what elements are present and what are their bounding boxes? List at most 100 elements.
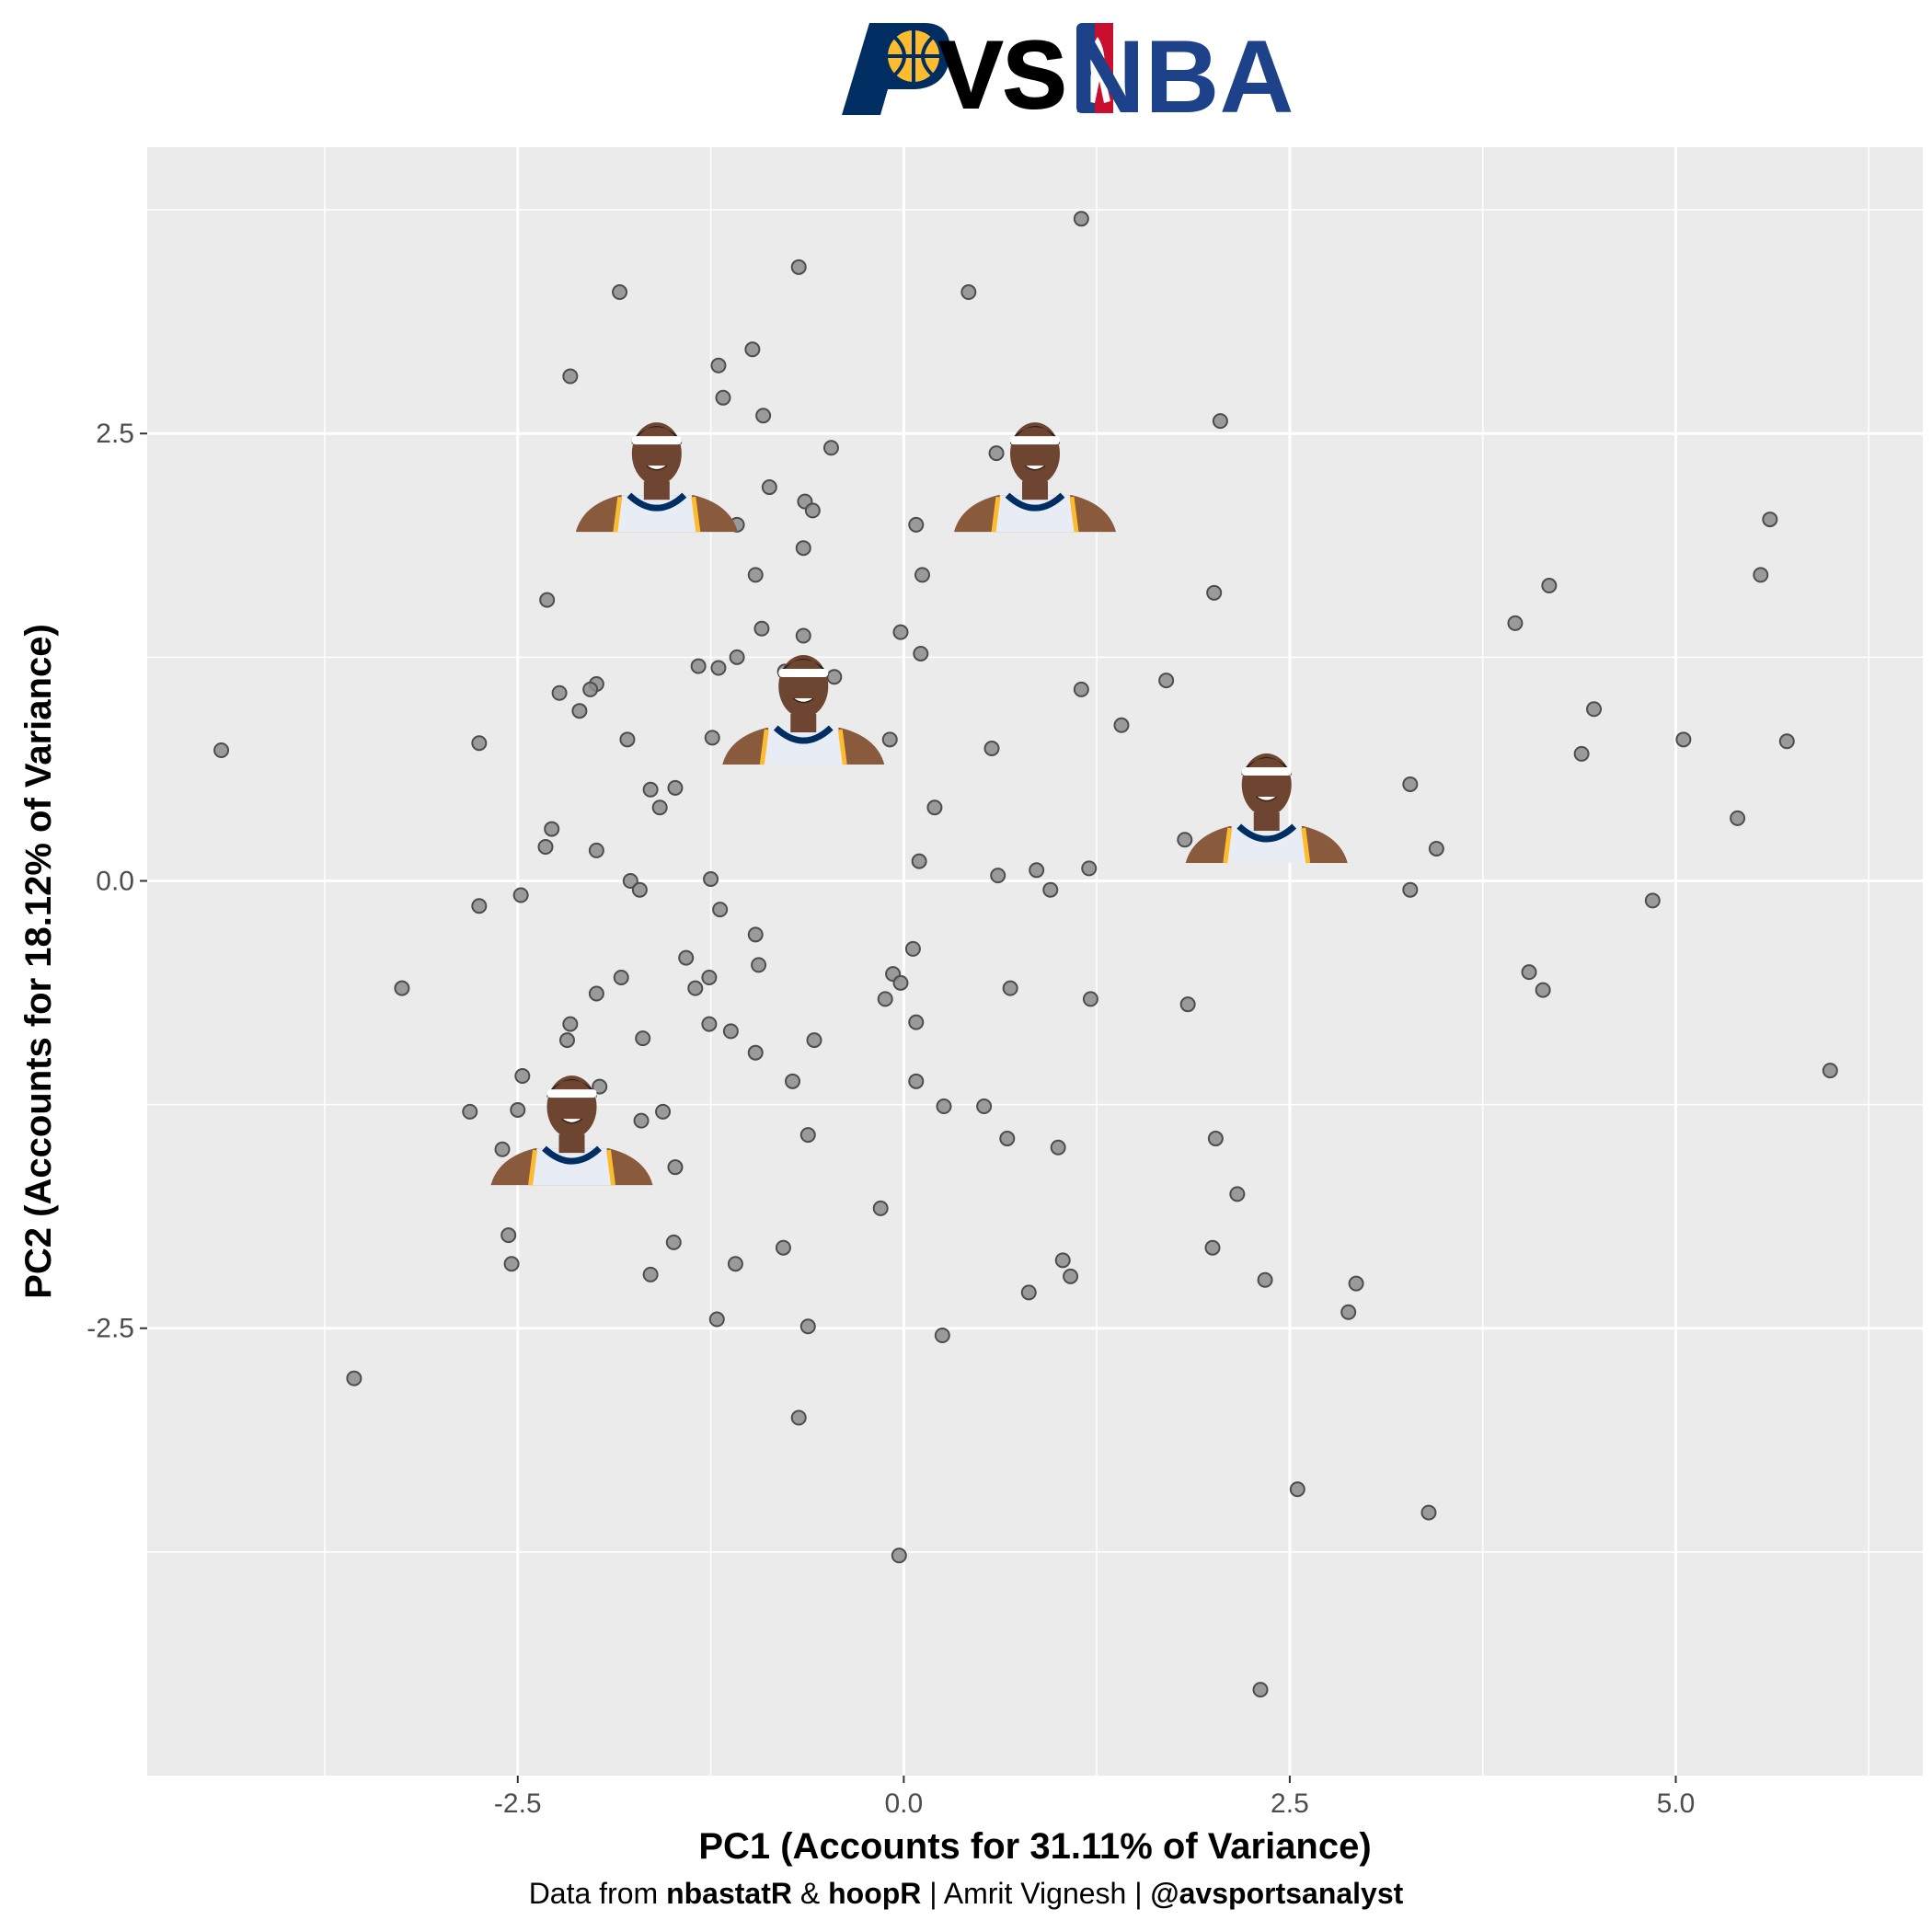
data-point (1207, 1131, 1224, 1147)
player-jersey (994, 495, 1076, 533)
data-point (1179, 996, 1196, 1013)
y-tick-label: 2.5 (96, 419, 134, 449)
x-tick-label: 0.0 (884, 1788, 923, 1819)
data-point (708, 1311, 725, 1328)
data-point (908, 516, 925, 533)
data-point (631, 881, 648, 898)
x-tick-label: 2.5 (1271, 1788, 1309, 1819)
data-point (755, 408, 772, 424)
x-tick-label: -2.5 (494, 1788, 542, 1819)
minor-grid (147, 147, 1923, 1776)
data-point (622, 872, 638, 889)
data-point (1042, 881, 1059, 898)
player-jersey (1225, 826, 1308, 864)
data-point (667, 779, 684, 796)
data-point (747, 567, 764, 583)
data-point (588, 985, 604, 1002)
y-axis-ticks: -2.5 0.0 2.5 (86, 419, 147, 1344)
data-point (826, 669, 843, 685)
data-point (667, 1159, 684, 1176)
data-point (494, 1141, 511, 1157)
player-hair (1010, 426, 1060, 445)
data-point (510, 1101, 526, 1118)
data-point (908, 1073, 925, 1089)
data-point (562, 1016, 579, 1032)
player-head (778, 655, 829, 719)
caption: Data from nbastatR & hoopR | Amrit Vigne… (0, 1877, 1932, 1911)
data-point (1050, 1139, 1066, 1156)
player-jersey-trim (691, 496, 701, 533)
data-point (936, 1098, 952, 1115)
data-point (1206, 584, 1223, 601)
player-jersey (530, 1148, 614, 1186)
data-point (687, 980, 704, 996)
data-point (651, 799, 668, 816)
caption-prefix: Data from (528, 1877, 667, 1910)
y-tick-label: 0.0 (96, 866, 134, 896)
player-jersey-trim (613, 496, 623, 533)
data-point (881, 731, 898, 748)
player-head (1010, 422, 1060, 486)
data-point (1507, 615, 1524, 631)
player-head (631, 422, 682, 486)
data-point (678, 949, 695, 966)
data-point (926, 799, 943, 816)
player-headband (546, 1089, 597, 1098)
data-point (613, 970, 629, 986)
data-point (892, 624, 909, 640)
data-point (1753, 567, 1769, 583)
player-headband (631, 436, 682, 445)
data-point (1535, 982, 1551, 998)
data-point (1002, 980, 1018, 996)
data-point (908, 1014, 925, 1030)
caption-source-1: nbastatR (666, 1877, 792, 1910)
data-point (558, 1032, 575, 1049)
data-point (500, 1227, 517, 1244)
data-point (346, 1370, 362, 1386)
pacers-logo (842, 23, 951, 115)
data-point (1252, 1682, 1269, 1698)
player-headband (778, 669, 829, 678)
vs-logo: VS (938, 21, 1068, 130)
header: VS NBA (0, 0, 1932, 138)
data-point (1402, 881, 1419, 898)
data-point (988, 445, 1005, 462)
player-jersey-trim (1069, 496, 1079, 533)
data-point (1822, 1063, 1838, 1079)
data-point (704, 730, 720, 746)
data-point (960, 284, 977, 301)
player-jersey-collar (773, 725, 834, 744)
player-jersey-trim (1223, 827, 1233, 864)
player-jersey-trim (759, 729, 769, 765)
caption-handle: @avsportsanalyst (1150, 1877, 1404, 1910)
player-hair (778, 659, 829, 678)
data-point (877, 991, 893, 1007)
data-point (690, 658, 707, 674)
data-point (514, 1067, 531, 1084)
data-point (462, 1103, 478, 1120)
data-point (1063, 1268, 1079, 1284)
data-point (806, 1032, 822, 1049)
data-point (562, 368, 579, 385)
player-head (1241, 753, 1292, 817)
data-point (913, 645, 929, 661)
data-point (999, 1131, 1016, 1147)
data-point (1054, 1252, 1071, 1269)
y-tick-label: -2.5 (86, 1314, 134, 1344)
data-point (1229, 1186, 1246, 1202)
data-point (1675, 731, 1692, 748)
data-point (1586, 701, 1603, 718)
data-point (751, 957, 767, 973)
caption-mid: | Amrit Vignesh | (921, 1877, 1151, 1910)
player-head (546, 1075, 597, 1139)
data-point (1762, 512, 1778, 528)
data-point (703, 871, 719, 888)
player-headshots (490, 422, 1348, 1186)
data-point (642, 1266, 659, 1282)
data-point (619, 731, 636, 748)
data-point (1081, 860, 1098, 877)
player-headshot-5 (490, 1075, 653, 1186)
data-point (753, 620, 770, 637)
data-point (872, 1200, 889, 1216)
data-point (1082, 991, 1098, 1007)
